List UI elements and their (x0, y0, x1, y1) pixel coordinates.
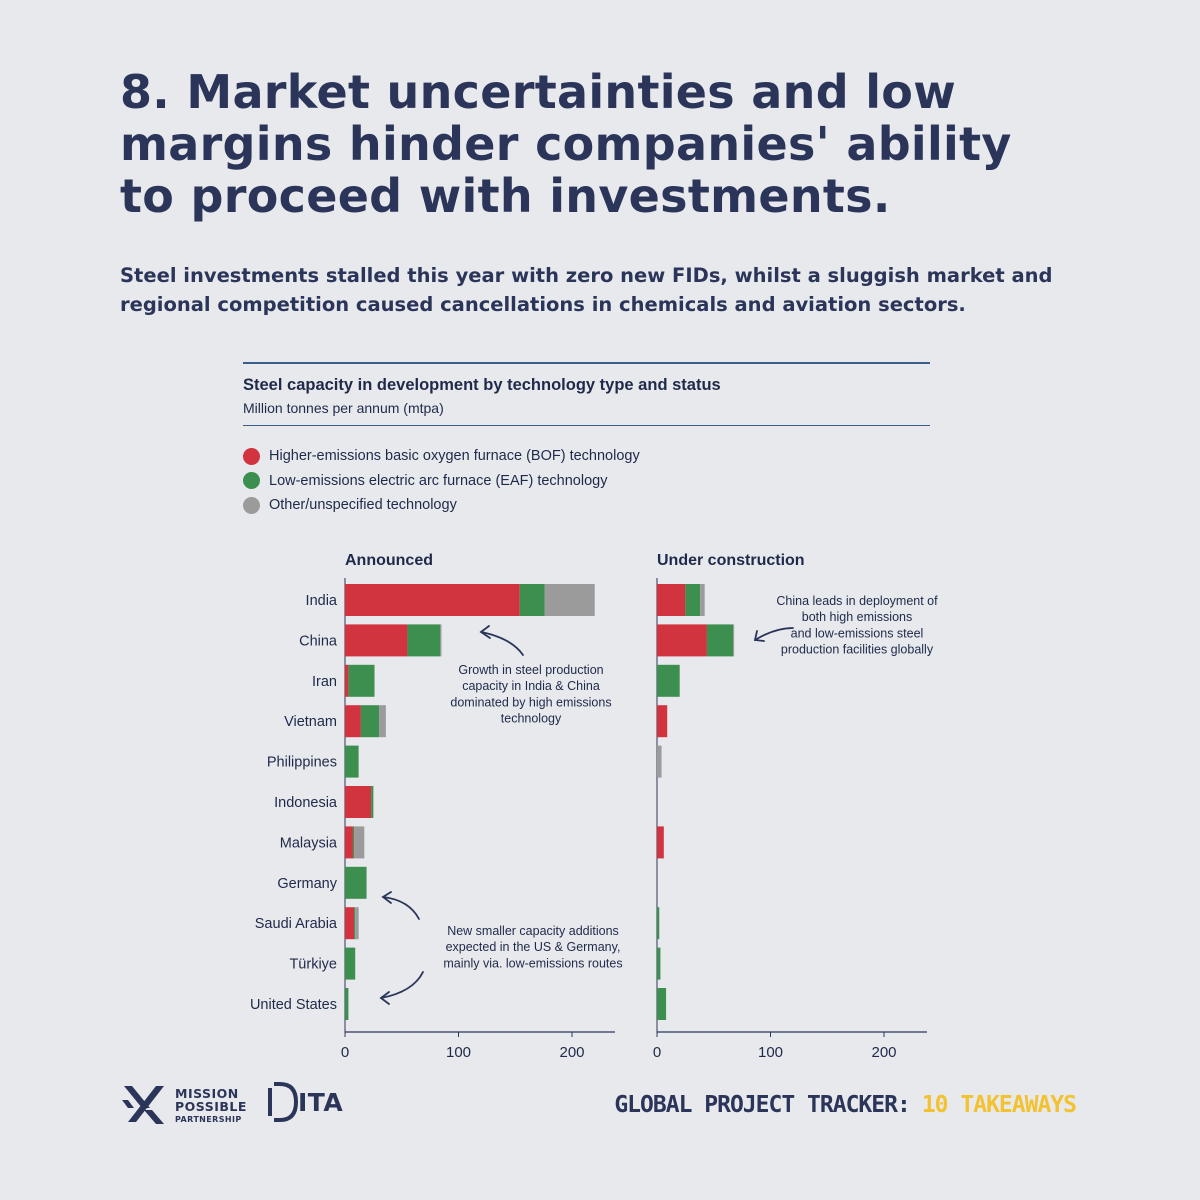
annotation-us-germany: New smaller capacity additions expected i… (443, 924, 622, 970)
x-tick-label: 200 (559, 1044, 584, 1061)
panel-title: Under construction (657, 552, 805, 569)
bar-bof (345, 584, 520, 616)
bar-eaf (706, 624, 734, 657)
mpp-line-3: PARTNERSHIP (175, 1115, 242, 1124)
bar-other (440, 624, 442, 657)
bar-eaf (685, 584, 701, 616)
bar-bof (657, 826, 664, 859)
bar-eaf (345, 745, 359, 778)
bar-eaf (657, 907, 660, 940)
category-label: Germany (277, 876, 337, 892)
bar-eaf (519, 584, 545, 616)
annotation-china-leads: China leads in deployment of both high em… (776, 594, 938, 657)
category-label: United States (250, 997, 337, 1013)
chart-title: Steel capacity in development by technol… (243, 376, 721, 394)
chart-top-rule (243, 362, 930, 364)
bar-bof (345, 624, 408, 657)
bar-eaf (345, 988, 349, 1020)
category-label: Philippines (267, 755, 337, 771)
legend-swatch-other (243, 496, 260, 514)
bar-other (379, 705, 386, 738)
tracker-label: GLOBAL PROJECT TRACKER: (614, 1092, 910, 1118)
chart-units: Million tonnes per annum (mtpa) (243, 400, 444, 416)
category-label: Saudi Arabia (255, 916, 338, 932)
bar-other (733, 624, 735, 657)
annotation-arrowhead-icon (753, 630, 765, 642)
bar-bof (345, 907, 355, 940)
mission-possible-wordmark: MISSION POSSIBLE PARTNERSHIP (175, 1087, 247, 1126)
chart-card: Steel capacity in development by technol… (243, 362, 938, 1062)
annotation-arrow-icon (382, 896, 420, 920)
bar-other (544, 584, 595, 616)
legend-item-eaf: Low-emissions electric arc furnace (EAF)… (243, 469, 640, 494)
bar-bof (657, 584, 686, 616)
bar-eaf (360, 705, 380, 738)
bar-chart-svg: India China Iran Vietnam Philippines Indonesi… (250, 552, 938, 1061)
bar-other (657, 745, 662, 778)
annotation-arrow-icon (754, 627, 794, 641)
bar-eaf (407, 624, 441, 657)
category-label: Vietnam (284, 714, 337, 730)
legend-label-bof: Higher-emissions basic oxygen furnace (B… (269, 448, 640, 465)
bar-bof (657, 624, 707, 657)
tracker-footer: GLOBAL PROJECT TRACKER: 10 TAKEAWAYS (614, 1092, 1077, 1118)
ita-logo-icon (268, 1082, 298, 1122)
annotation-arrowhead-icon (479, 625, 491, 639)
bar-eaf (657, 988, 667, 1020)
headline: 8. Market uncertainties and low margins … (120, 65, 1012, 223)
x-tick-label: 100 (758, 1044, 783, 1061)
category-label: Malaysia (280, 835, 338, 851)
bar-bof (345, 786, 372, 818)
tracker-suffix: 10 TAKEAWAYS (921, 1092, 1077, 1118)
category-label: Iran (312, 674, 337, 690)
mpp-line-2: POSSIBLE (175, 1099, 247, 1114)
annotation-arrowhead-icon (379, 991, 390, 1005)
legend-swatch-eaf (243, 472, 260, 490)
x-tick-label: 0 (653, 1044, 661, 1061)
bar-eaf (348, 664, 375, 697)
bar-eaf (371, 786, 374, 818)
x-tick-label: 200 (871, 1044, 896, 1061)
bar-eaf (657, 664, 680, 697)
ita-logo-text: ITA (298, 1088, 344, 1117)
category-label: China (299, 633, 338, 649)
mpp-line-1: MISSION (175, 1086, 239, 1101)
bar-eaf (657, 947, 661, 980)
chart-legend: Higher-emissions basic oxygen furnace (B… (243, 444, 640, 518)
bar-eaf (352, 826, 355, 859)
subheadline: Steel investments stalled this year with… (120, 264, 1053, 316)
category-label: Türkiye (289, 957, 337, 973)
category-label: Indonesia (274, 795, 338, 811)
bar-eaf (354, 907, 356, 940)
chart-header-rule (243, 425, 930, 426)
bar-bof (345, 705, 361, 738)
legend-label-other: Other/unspecified technology (269, 497, 457, 514)
bar-other (700, 584, 705, 616)
legend-swatch-bof (243, 447, 260, 465)
legend-label-eaf: Low-emissions electric arc furnace (EAF)… (269, 472, 608, 489)
bar-bof (345, 664, 349, 697)
bar-bof (657, 705, 668, 738)
annotation-arrow-icon (380, 971, 424, 999)
annotation-arrow-icon (480, 631, 524, 656)
panel-title: Announced (345, 552, 433, 569)
legend-item-other: Other/unspecified technology (243, 493, 640, 518)
x-tick-label: 0 (341, 1044, 349, 1061)
x-tick-label: 100 (446, 1044, 471, 1061)
bar-other (354, 826, 365, 859)
bar-bof (345, 826, 353, 859)
annotation-arrowhead-icon (381, 891, 392, 904)
annotation-india-china: Growth in steel production capacity in In… (450, 663, 611, 726)
mission-possible-logo-icon (122, 1086, 164, 1124)
category-label: India (306, 593, 338, 609)
bar-eaf (345, 866, 367, 899)
bar-other (355, 907, 359, 940)
legend-item-bof: Higher-emissions basic oxygen furnace (B… (243, 444, 640, 469)
bar-eaf (345, 947, 356, 980)
